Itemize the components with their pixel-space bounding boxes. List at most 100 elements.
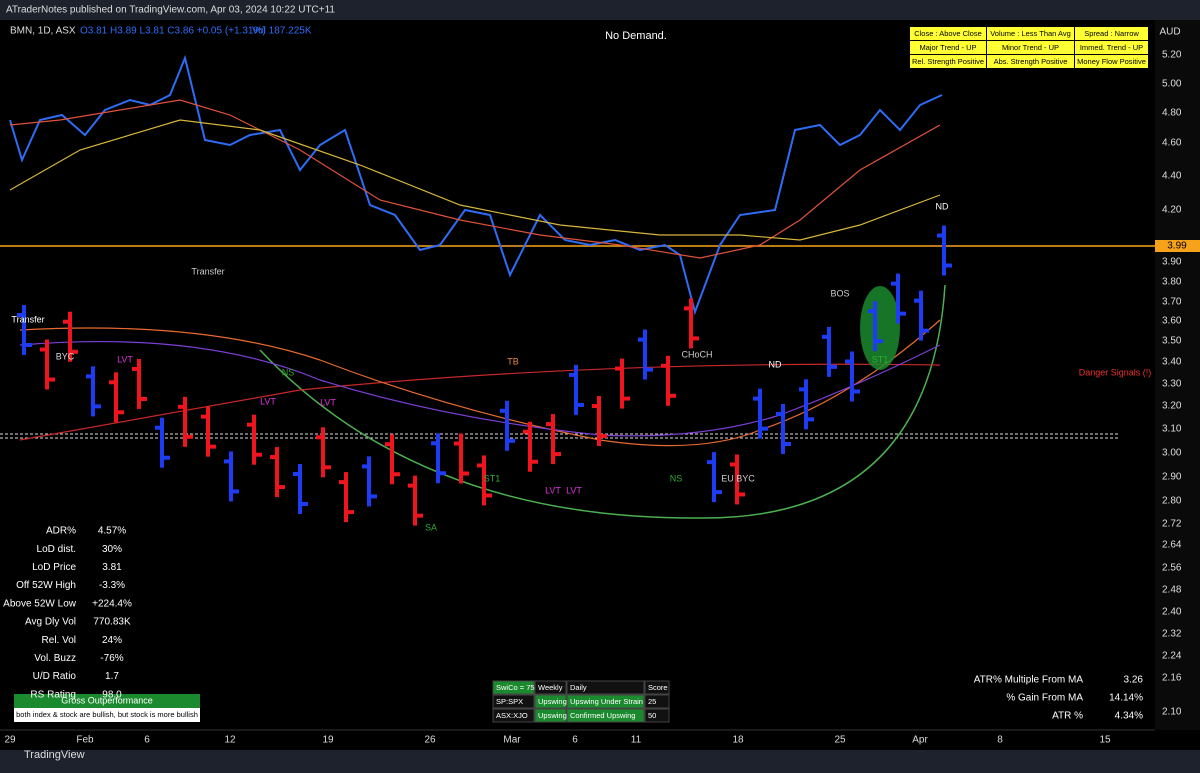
price-tick-label: 3.00 (1162, 448, 1182, 459)
stat-label: U/D Ratio (33, 671, 77, 682)
price-tick (256, 452, 262, 457)
annotation: LVT (117, 354, 133, 364)
price-bar (620, 358, 624, 409)
perf-note-bg (14, 708, 200, 722)
currency: AUD (1159, 27, 1180, 38)
price-bar (252, 414, 256, 465)
price-tick (670, 393, 676, 398)
stat-label: Avg Dly Vol (25, 617, 76, 628)
trend-text: Weekly (538, 683, 563, 692)
status-cell (1075, 41, 1148, 54)
ma-line (9, 119, 941, 241)
price-tick (385, 442, 390, 447)
price-tick (707, 460, 712, 465)
annotation: BYC (56, 351, 75, 361)
annotation: Danger Signals (!) (1079, 367, 1152, 377)
stat-label: Off 52W High (16, 580, 76, 591)
status-cell (910, 27, 986, 40)
time-tick-label: 18 (732, 735, 744, 746)
price-bar (551, 414, 555, 465)
ma-line (9, 99, 941, 259)
price-tick (178, 404, 183, 409)
price-tick (868, 309, 873, 314)
price-tick (362, 464, 367, 469)
price-tick (877, 339, 883, 344)
time-tick-label: 15 (1099, 735, 1111, 746)
price-tick (339, 480, 344, 485)
price-tick (661, 363, 666, 368)
price-bar (321, 427, 325, 478)
price-tick-label: 2.10 (1162, 707, 1182, 718)
price-tick-label: 3.80 (1162, 277, 1182, 288)
stat-value: 3.81 (102, 562, 122, 573)
price-tick (684, 306, 689, 311)
price-tick (592, 404, 597, 409)
trend-cell (644, 708, 670, 723)
status-text: Major Trend - UP (919, 43, 976, 52)
price-bar (137, 358, 141, 409)
price-tick (17, 313, 22, 317)
price-tick (831, 364, 837, 369)
stat-label: ADR% (46, 526, 76, 537)
price-tick (187, 434, 193, 439)
price-bar (275, 447, 279, 498)
price-tick (118, 410, 124, 415)
price-tick-label: 2.90 (1162, 472, 1182, 483)
annotation: CHoCH (681, 349, 712, 359)
stat-value: 98.0 (102, 689, 122, 700)
stat-value: 30% (102, 544, 122, 555)
price-bar (413, 475, 417, 526)
annotation: Transfer (11, 314, 44, 324)
price-tick (463, 471, 469, 476)
price-bar (160, 417, 164, 468)
annotation: ND (936, 201, 949, 211)
trend-cell (492, 680, 535, 695)
price-tick-label: 3.30 (1162, 379, 1182, 390)
annotation: LVT (566, 485, 582, 495)
price-tick (900, 311, 906, 316)
price-bar (482, 455, 486, 506)
price-tick (923, 328, 929, 333)
volume: Vol 187.225K (252, 26, 312, 37)
annotation: ST1 (484, 473, 501, 483)
atr-label: ATR% Multiple From MA (974, 675, 1084, 686)
price-tick (785, 442, 791, 447)
highlight (860, 286, 900, 370)
price-bar (919, 290, 923, 341)
price-tick-label: 4.80 (1162, 108, 1182, 119)
time-tick-label: 11 (631, 735, 642, 746)
price-tick (279, 485, 285, 490)
price-tick-label: 2.56 (1162, 563, 1182, 574)
price-tick (210, 444, 216, 449)
trend-cell (644, 694, 670, 709)
trend-text: 50 (648, 711, 656, 720)
ma-line (19, 340, 941, 437)
perf-note: both index & stock are bullish, but stoc… (16, 710, 198, 719)
annotation: Transfer (191, 266, 224, 276)
price-tick-label: 3.40 (1162, 357, 1182, 368)
price-bar (712, 452, 716, 503)
price-bar (436, 433, 440, 484)
price-bar (850, 351, 854, 402)
price-tick (822, 334, 827, 339)
price-tick (247, 422, 252, 427)
trend-text: Confirmed Upswing (570, 711, 635, 720)
atr-label: ATR % (1052, 711, 1083, 722)
price-tick-label: 2.72 (1162, 519, 1182, 530)
price-tick (762, 426, 768, 431)
annotation: ST1 (872, 354, 889, 364)
price-tick-label: 3.10 (1162, 424, 1182, 435)
price-bar (689, 298, 693, 349)
trend-cell (566, 694, 645, 709)
price-bar (942, 225, 946, 276)
stat-value: 4.57% (98, 526, 126, 537)
price-bar (804, 379, 808, 430)
price-bar (344, 472, 348, 523)
status-cell (1075, 27, 1148, 40)
price-tick (371, 494, 377, 499)
trend-text: Upswing Under Strain (570, 697, 643, 706)
price-tick-label: 5.00 (1162, 79, 1182, 90)
price-tick (49, 377, 55, 382)
stat-label: Rel. Vol (42, 635, 76, 646)
time-tick-label: 12 (224, 735, 236, 746)
